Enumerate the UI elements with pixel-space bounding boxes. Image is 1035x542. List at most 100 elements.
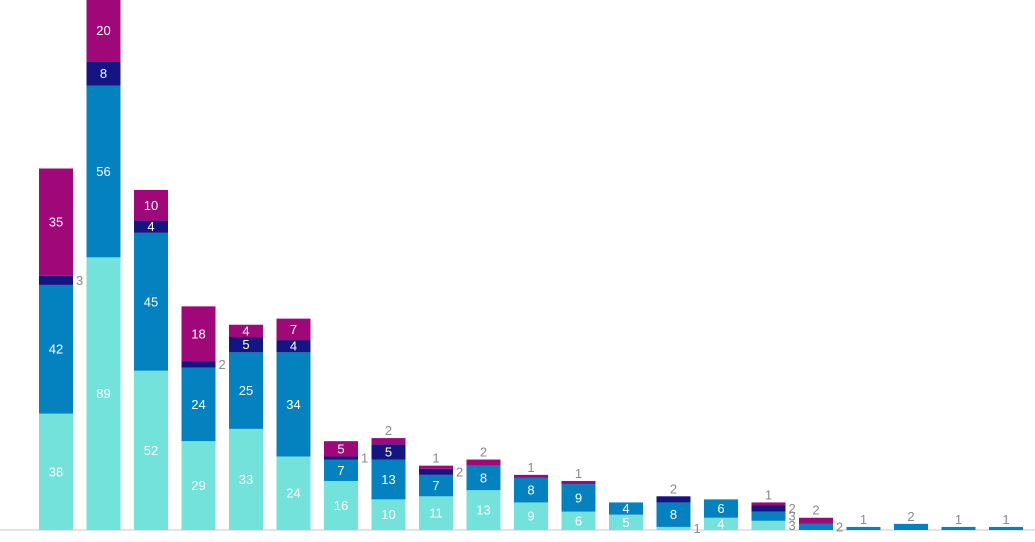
bar-segment: [324, 441, 358, 457]
data-label: 34: [286, 397, 300, 412]
bar-segment: [989, 526, 1023, 530]
data-label: 7: [432, 478, 439, 493]
data-label: 2: [907, 509, 914, 524]
data-label: 1: [765, 487, 772, 502]
data-label: 52: [144, 443, 158, 458]
bar-segment: [656, 496, 691, 503]
bar-segment: [181, 361, 216, 368]
bar-segment: [229, 428, 263, 530]
labels-group: 3842335895682052454102924218332554243447…: [49, 23, 1010, 536]
data-label: 33: [239, 472, 253, 487]
bar-segment: [134, 370, 168, 530]
bar-segment: [324, 459, 358, 481]
data-label: 35: [49, 215, 63, 230]
data-label: 7: [290, 322, 297, 337]
data-label: 38: [49, 464, 63, 479]
data-label: 1: [860, 512, 867, 527]
bar-segment: [86, 61, 121, 86]
data-label: 25: [239, 383, 253, 398]
data-label: 2: [836, 519, 843, 534]
bar-segment: [466, 490, 501, 530]
bar-segment: [276, 456, 311, 530]
bar-segment: [324, 456, 358, 460]
data-label: 8: [100, 66, 107, 81]
bar-segment: [86, 85, 121, 258]
data-label: 9: [527, 509, 534, 524]
bar-segment: [371, 499, 406, 530]
data-label: 10: [144, 198, 158, 213]
data-label: 2: [385, 423, 392, 438]
data-label: 2: [789, 501, 796, 516]
bar-segment: [941, 526, 976, 530]
data-label: 1: [575, 466, 582, 481]
bar-segment: [799, 517, 833, 524]
data-label: 8: [480, 470, 487, 485]
bar-segment: [419, 474, 453, 497]
data-label: 13: [381, 472, 395, 487]
bar-segment: [134, 220, 168, 233]
data-label: 1: [432, 451, 439, 466]
data-label: 42: [49, 342, 63, 357]
bar-segment: [39, 168, 73, 276]
bar-segment: [846, 526, 881, 530]
bar-segment: [371, 444, 406, 460]
bar-segment: [799, 523, 833, 530]
data-label: 1: [955, 512, 962, 527]
data-label: 2: [456, 464, 463, 479]
bar-segment: [466, 459, 501, 466]
bar-segment: [561, 511, 596, 530]
data-label: 16: [334, 498, 348, 513]
bar-segment: [419, 465, 453, 469]
data-label: 2: [480, 445, 487, 460]
bar-segment: [609, 514, 643, 530]
bar-segment: [419, 496, 453, 530]
data-label: 6: [717, 501, 724, 516]
bar-segment: [419, 468, 453, 475]
data-label: 5: [337, 441, 344, 456]
data-label: 2: [219, 357, 226, 372]
bar-segment: [229, 336, 263, 353]
data-label: 45: [144, 294, 158, 309]
data-label: 5: [385, 444, 392, 459]
bar-segment: [561, 480, 596, 485]
bars-group: [39, 0, 1023, 530]
bar-segment: [751, 520, 786, 530]
data-label: 6: [575, 513, 582, 528]
bar-segment: [656, 502, 691, 527]
data-label: 1: [361, 451, 368, 466]
data-label: 24: [286, 486, 300, 501]
bar-segment: [466, 465, 501, 491]
data-label: 2: [812, 503, 819, 518]
data-label: 3: [789, 518, 796, 533]
bar-segment: [751, 505, 786, 512]
data-label: 3: [76, 273, 83, 288]
bar-segment: [86, 257, 121, 530]
data-label: 89: [96, 386, 110, 401]
bar-segment: [324, 480, 358, 530]
data-label: 4: [622, 501, 629, 516]
bar-segment: [39, 275, 73, 285]
data-label: 4: [242, 323, 249, 338]
bar-segment: [514, 477, 548, 503]
bar-segment: [39, 284, 73, 414]
data-label: 9: [575, 490, 582, 505]
data-label: 1: [1002, 512, 1009, 527]
bar-segment: [704, 517, 738, 530]
bar-segment: [86, 0, 121, 62]
bar-segment: [276, 340, 311, 353]
data-label: 56: [96, 164, 110, 179]
bar-segment: [514, 474, 548, 478]
data-label: 1: [694, 521, 701, 536]
bar-segment: [181, 441, 216, 530]
bar-segment: [229, 324, 263, 337]
bar-segment: [371, 459, 406, 500]
bar-segment: [561, 484, 596, 512]
bar-segment: [751, 511, 786, 521]
data-label: 11: [429, 506, 443, 521]
bar-segment: [134, 232, 168, 371]
bar-segment: [181, 306, 216, 362]
bar-segment: [751, 502, 786, 506]
data-label: 29: [191, 478, 205, 493]
bar-segment: [276, 352, 311, 457]
